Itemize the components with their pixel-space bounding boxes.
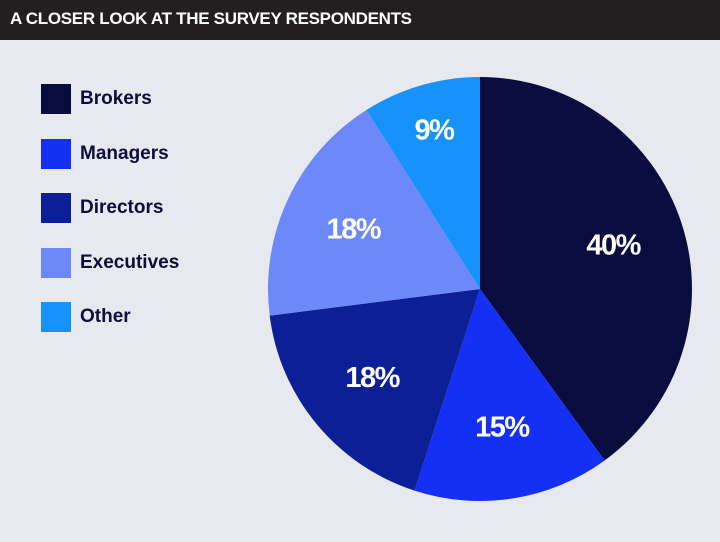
legend-label-managers: Managers [80, 143, 169, 164]
legend-label-directors: Directors [80, 197, 164, 218]
pie-slices [268, 77, 692, 501]
slice-label-brokers: 40% [586, 230, 641, 262]
pie-slice-managers [414, 289, 605, 501]
legend-label-executives: Executives [80, 252, 180, 273]
title-bar: A CLOSER LOOK AT THE SURVEY RESPONDENTS [0, 0, 720, 40]
pie-slice-brokers [480, 77, 692, 461]
chart-title: A CLOSER LOOK AT THE SURVEY RESPONDENTS [10, 9, 412, 28]
legend-swatch-executives [41, 248, 71, 278]
slice-label-managers: 15% [475, 411, 530, 443]
legend-swatch-brokers [41, 84, 71, 114]
slice-label-directors: 18% [345, 362, 400, 394]
legend-swatch-other [41, 302, 71, 332]
pie-slice-other [366, 77, 480, 289]
pie-slice-executives [268, 110, 480, 316]
pie-slice-directors [269, 289, 480, 491]
legend-label-brokers: Brokers [80, 88, 152, 109]
slice-label-executives: 18% [327, 213, 382, 245]
legend-swatch-managers [41, 139, 71, 169]
legend-label-other: Other [80, 306, 131, 327]
slice-label-other: 9% [415, 115, 456, 147]
pie-labels: 40% 15% 18% 18% 9% [327, 115, 644, 444]
legend-swatch-directors [41, 193, 71, 223]
